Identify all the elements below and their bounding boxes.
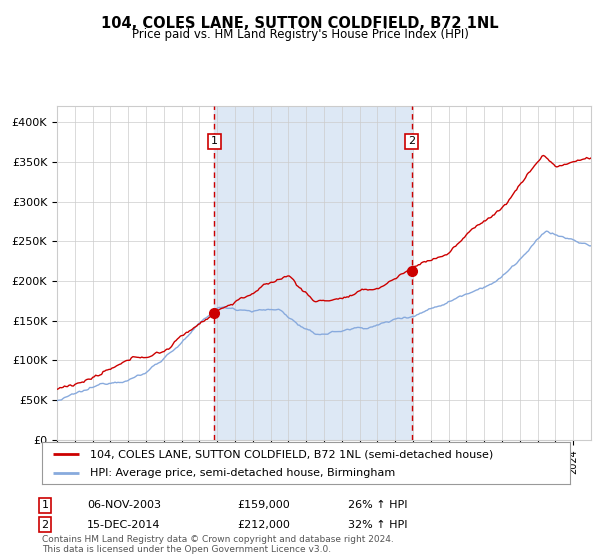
Text: Contains HM Land Registry data © Crown copyright and database right 2024.: Contains HM Land Registry data © Crown c… (42, 535, 394, 544)
Text: £212,000: £212,000 (237, 520, 290, 530)
Text: 26% ↑ HPI: 26% ↑ HPI (348, 500, 407, 510)
Text: 2: 2 (41, 520, 49, 530)
Text: 1: 1 (41, 500, 49, 510)
Bar (214, 106, 412, 440)
Text: 06-NOV-2003: 06-NOV-2003 (87, 500, 161, 510)
Text: This data is licensed under the Open Government Licence v3.0.: This data is licensed under the Open Gov… (42, 545, 331, 554)
Text: 2: 2 (408, 137, 415, 146)
Text: 104, COLES LANE, SUTTON COLDFIELD, B72 1NL: 104, COLES LANE, SUTTON COLDFIELD, B72 1… (101, 16, 499, 31)
Text: Price paid vs. HM Land Registry's House Price Index (HPI): Price paid vs. HM Land Registry's House … (131, 28, 469, 41)
Text: 104, COLES LANE, SUTTON COLDFIELD, B72 1NL (semi-detached house): 104, COLES LANE, SUTTON COLDFIELD, B72 1… (89, 449, 493, 459)
Text: £159,000: £159,000 (237, 500, 290, 510)
Text: 1: 1 (211, 137, 218, 146)
Text: 15-DEC-2014: 15-DEC-2014 (87, 520, 161, 530)
Text: 32% ↑ HPI: 32% ↑ HPI (348, 520, 407, 530)
Text: HPI: Average price, semi-detached house, Birmingham: HPI: Average price, semi-detached house,… (89, 468, 395, 478)
